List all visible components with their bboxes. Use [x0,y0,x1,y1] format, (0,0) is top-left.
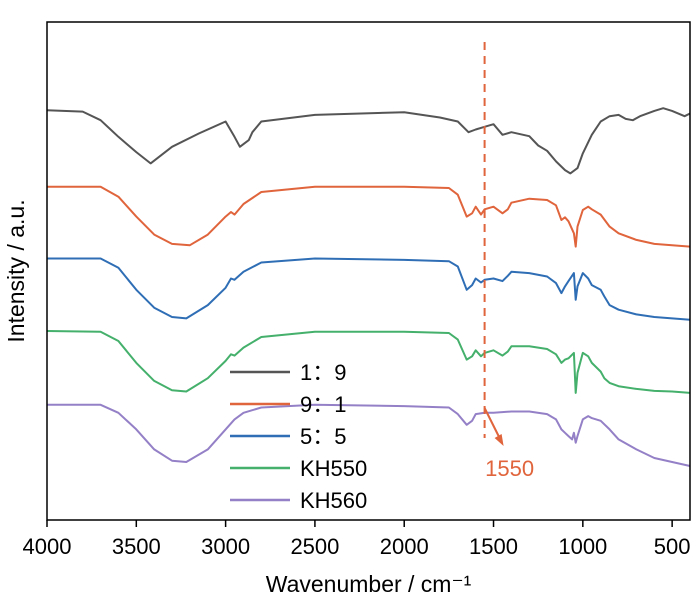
x-tick-label: 2500 [290,534,339,559]
x-tick-label: 500 [654,534,691,559]
x-tick-label: 4000 [23,534,72,559]
annotation: 1550 [483,42,534,481]
legend-label-3: KH550 [300,456,367,481]
y-axis-title: Intensity / a.u. [3,199,29,342]
plot-frame [46,21,691,521]
x-axis-title: Wavenumber / cm⁻¹ [266,571,472,597]
x-tick-label: 3000 [201,534,250,559]
series-line-2 [47,257,691,321]
x-tick-label: 1500 [469,534,518,559]
legend-label-1: 9：1 [300,392,346,417]
series-line-1 [47,185,691,248]
legend-label-0: 1：9 [300,360,346,385]
series-line-0 [46,107,691,175]
series-line-3 [46,330,691,394]
series-line-4 [47,403,691,467]
x-tick-label: 1000 [558,534,607,559]
legend: 1：9 9：1 5：5 KH550 KH560 [230,360,367,513]
x-tick-label: 2000 [380,534,429,559]
annotation-arrow-line [483,407,502,441]
x-tick-label: 3500 [112,534,161,559]
series-layer [46,107,691,467]
legend-label-2: 5：5 [300,424,346,449]
x-ticks: 4000 3500 3000 2500 2000 1500 1000 500 [23,520,691,559]
legend-label-4: KH560 [300,488,367,513]
annotation-arrow-head [494,434,504,446]
annotation-label: 1550 [485,456,534,481]
